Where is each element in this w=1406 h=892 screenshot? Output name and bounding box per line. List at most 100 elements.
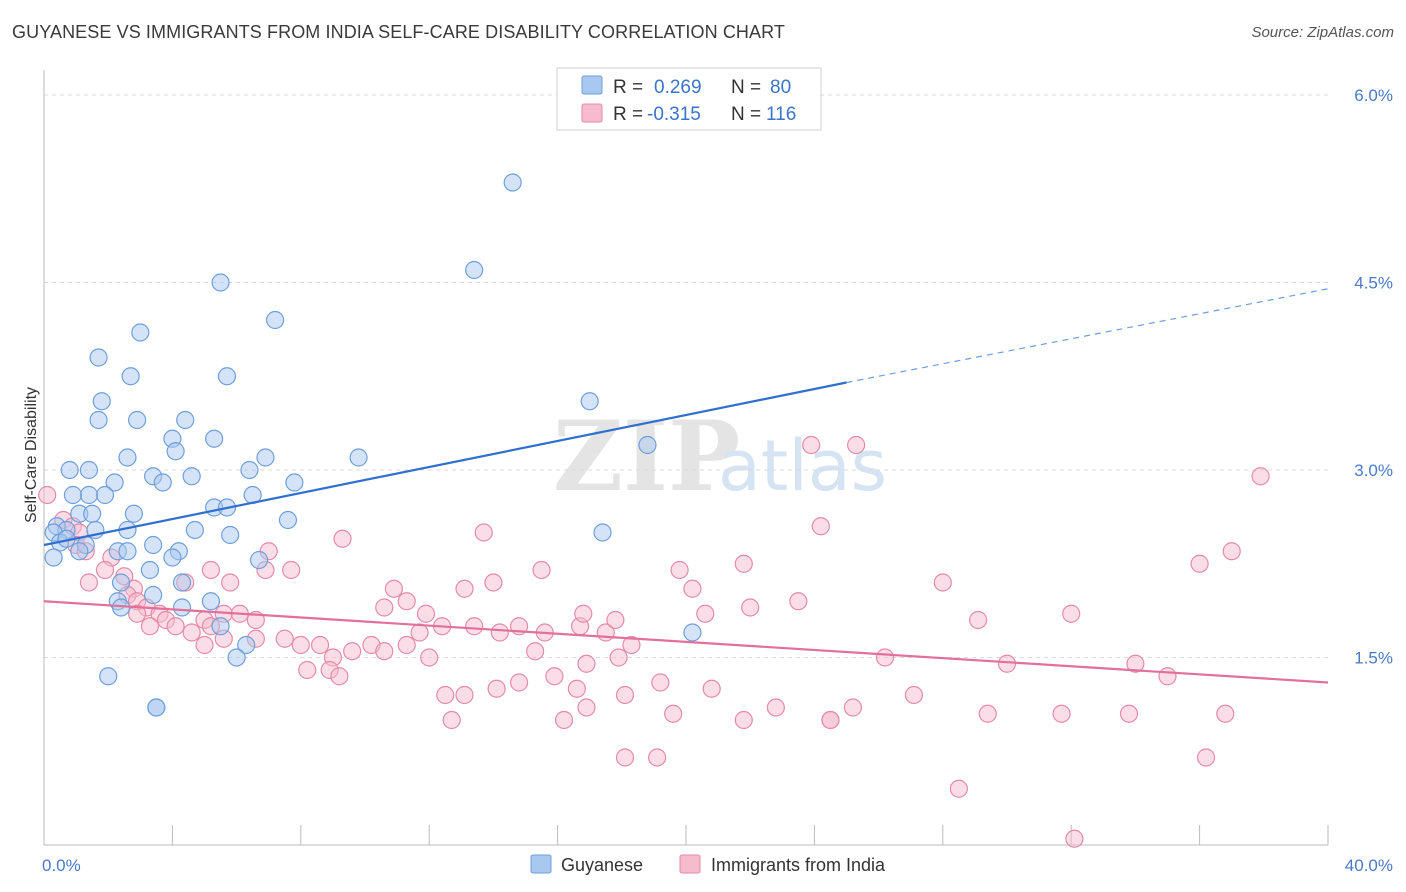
data-point [577, 654, 596, 673]
data-point [554, 710, 574, 730]
data-point [221, 573, 240, 592]
data-point [38, 485, 57, 505]
data-point [144, 585, 163, 605]
data-point [843, 698, 863, 717]
trend-line [43, 600, 1329, 684]
chart-title: GUYANESE VS IMMIGRANTS FROM INDIA SELF-C… [12, 22, 785, 42]
data-point [153, 473, 172, 492]
y-axis-label: Self-Care Disability [23, 387, 40, 523]
data-point [166, 442, 185, 461]
data-point [789, 592, 808, 611]
legend-n-value: 80 [770, 77, 791, 98]
data-point [577, 698, 596, 717]
legend-n-label: N = [731, 104, 761, 125]
data-point [201, 560, 221, 580]
data-point [60, 460, 79, 480]
data-point [664, 704, 683, 723]
data-point [397, 635, 416, 655]
legend-r-label: R = [613, 104, 643, 125]
data-point [275, 629, 294, 648]
legend-swatch-india [581, 103, 603, 123]
data-point [651, 673, 670, 692]
axes: 1.5% 3.0% 4.5% 6.0% 0.0% 40.0% [42, 70, 1393, 875]
data-point [211, 617, 230, 636]
data-point [436, 685, 455, 705]
data-point [147, 698, 166, 717]
data-point [63, 485, 82, 505]
data-point [185, 520, 204, 540]
trend-line [43, 381, 847, 547]
data-point [92, 392, 111, 411]
data-point [410, 623, 429, 642]
data-point [127, 410, 147, 430]
data-point [195, 635, 214, 655]
watermark: ZIP atlas [553, 400, 887, 513]
data-point [211, 273, 230, 292]
data-point [176, 410, 195, 430]
data-point [127, 604, 147, 623]
data-point [503, 173, 522, 192]
data-point [465, 260, 484, 280]
trend-lines [43, 288, 1329, 684]
legend-swatch-guyanese [581, 75, 603, 95]
data-point [111, 573, 131, 592]
data-point [375, 642, 394, 661]
data-point [1062, 604, 1081, 623]
data-point [696, 604, 715, 623]
data-point [811, 517, 830, 536]
x-tick-label: 0.0% [42, 856, 81, 875]
trend-line-extension [846, 288, 1329, 384]
data-point [237, 635, 256, 655]
bottom-legend-label-india: Immigrants from India [711, 855, 886, 875]
data-point [330, 667, 349, 686]
data-point [282, 560, 301, 580]
data-point [904, 685, 924, 705]
data-point [95, 560, 115, 580]
legend-n-label: N = [731, 77, 761, 98]
data-point [79, 460, 99, 480]
data-point [442, 710, 461, 730]
data-point [375, 598, 394, 617]
data-point [465, 617, 484, 636]
legend-r-label: R = [613, 77, 643, 98]
data-point [1119, 704, 1139, 723]
data-point [821, 710, 840, 730]
data-point [249, 550, 269, 570]
data-point [384, 579, 403, 598]
data-point [201, 592, 221, 611]
data-point [1158, 667, 1177, 686]
data-point [455, 579, 474, 598]
data-point [532, 560, 551, 580]
data-point [140, 617, 160, 636]
bottom-legend: Guyanese Immigrants from India [530, 854, 886, 875]
data-point [1052, 704, 1071, 723]
data-point [266, 310, 285, 330]
data-point [343, 642, 362, 661]
watermark-atlas: atlas [718, 425, 887, 507]
y-tick-label: 6.0% [1354, 86, 1393, 105]
data-point [121, 367, 140, 386]
data-point [802, 435, 821, 455]
x-tick-label: 40.0% [1345, 856, 1393, 875]
data-point [487, 679, 506, 698]
data-point [847, 435, 866, 455]
legend-r-value: 0.269 [654, 77, 702, 98]
y-tick-label: 1.5% [1354, 649, 1393, 668]
data-point [622, 635, 641, 655]
data-point [333, 529, 352, 548]
bottom-legend-swatch-india [679, 854, 701, 874]
data-point [734, 710, 753, 730]
data-point [615, 748, 635, 767]
data-point [1196, 748, 1216, 767]
data-point [683, 579, 702, 598]
data-point [105, 473, 124, 492]
data-point [182, 623, 201, 642]
data-point [217, 367, 237, 386]
data-point [580, 392, 599, 411]
data-point [172, 573, 192, 592]
data-point [734, 554, 753, 573]
data-point [741, 598, 760, 617]
data-point [593, 523, 612, 542]
data-point [484, 573, 503, 592]
